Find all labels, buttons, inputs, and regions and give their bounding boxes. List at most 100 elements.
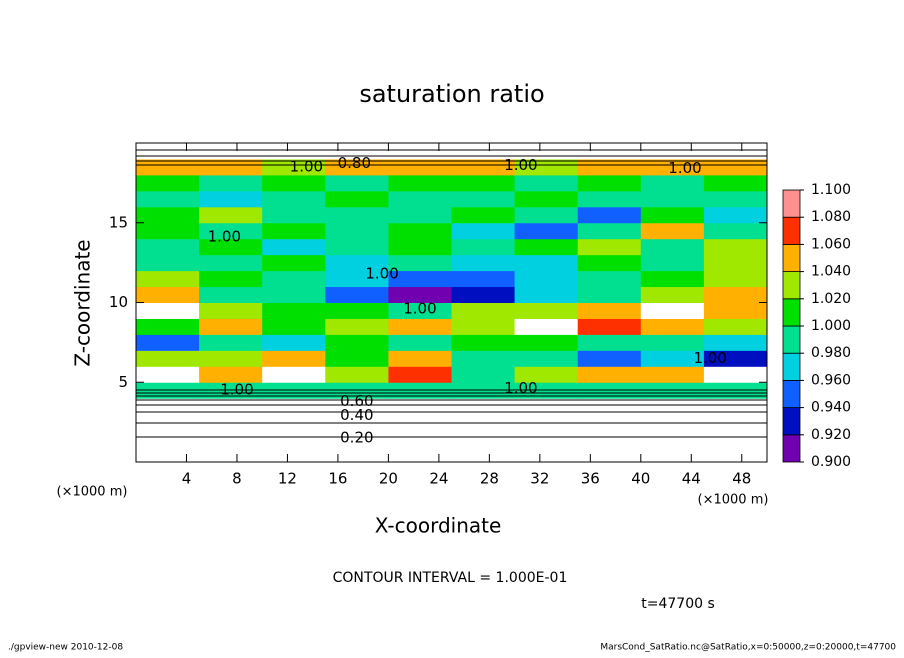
field-cell bbox=[514, 398, 579, 415]
field-cell bbox=[262, 414, 326, 431]
field-cell bbox=[388, 286, 452, 303]
field-cell bbox=[388, 206, 452, 224]
field-cell bbox=[514, 446, 579, 463]
field-cell bbox=[136, 286, 200, 303]
colorbar-box bbox=[782, 216, 801, 245]
colorbar-label: 0.940 bbox=[811, 400, 851, 416]
field-cell bbox=[199, 446, 263, 463]
field-cell bbox=[199, 414, 263, 431]
field-cell bbox=[136, 222, 200, 240]
field-cell bbox=[514, 238, 579, 256]
field-cell bbox=[514, 158, 579, 176]
field-cell bbox=[136, 302, 200, 319]
field-cell bbox=[703, 206, 768, 224]
field-cell bbox=[262, 238, 326, 256]
colorbar-box bbox=[782, 243, 801, 272]
field-cell bbox=[388, 398, 452, 415]
field-cell bbox=[451, 254, 516, 272]
field-cell bbox=[640, 143, 705, 160]
field-cell bbox=[325, 430, 389, 447]
field-cell bbox=[325, 446, 389, 463]
field-cell bbox=[388, 190, 452, 208]
field-cell bbox=[640, 158, 705, 176]
contour-label: 1.00 bbox=[504, 156, 537, 174]
field-cell bbox=[451, 238, 516, 256]
field-cell bbox=[640, 350, 705, 367]
field-cell bbox=[640, 366, 705, 383]
colorbar-label: 0.980 bbox=[811, 345, 851, 361]
field-cell bbox=[262, 222, 326, 240]
field-cell bbox=[262, 350, 326, 367]
x-tick-label: 40 bbox=[631, 470, 650, 488]
field-cell bbox=[388, 414, 452, 431]
field-cell bbox=[703, 158, 768, 176]
field-cell bbox=[199, 398, 263, 415]
field-cell bbox=[388, 270, 452, 288]
field-cell bbox=[640, 206, 705, 224]
field-cell bbox=[451, 398, 516, 415]
field-cell bbox=[325, 143, 389, 160]
field-cell bbox=[325, 158, 389, 176]
field-cell bbox=[514, 190, 579, 208]
field-cell bbox=[451, 302, 516, 319]
x-tick-label: 24 bbox=[429, 470, 448, 488]
field-cell bbox=[388, 366, 452, 383]
field-cell bbox=[577, 366, 642, 383]
field-cell bbox=[136, 318, 200, 335]
field-cell bbox=[640, 286, 705, 303]
time-label: t=47700 s bbox=[641, 596, 715, 612]
field-cell bbox=[577, 302, 642, 319]
field-cell bbox=[451, 158, 516, 176]
field-cell bbox=[640, 430, 705, 447]
field-cell bbox=[703, 318, 768, 335]
field-cell bbox=[703, 398, 768, 415]
field-cell bbox=[262, 398, 326, 415]
x-tick-label: 48 bbox=[732, 470, 751, 488]
field-cell bbox=[703, 366, 768, 383]
field-cell bbox=[199, 270, 263, 288]
field-cell bbox=[262, 302, 326, 319]
field-cell bbox=[514, 206, 579, 224]
field-cell bbox=[703, 302, 768, 319]
field-cell bbox=[640, 222, 705, 240]
field-cell bbox=[262, 270, 326, 288]
field-cell bbox=[262, 143, 326, 160]
field-cell bbox=[514, 430, 579, 447]
y-axis-label: Z-coordinate bbox=[71, 239, 95, 366]
field-cell bbox=[703, 190, 768, 208]
field-cell bbox=[514, 334, 579, 351]
field-cell bbox=[136, 398, 200, 415]
field-cell bbox=[703, 334, 768, 351]
colorbar-label: 1.000 bbox=[811, 318, 851, 334]
field-cell bbox=[199, 254, 263, 272]
colorbar-box bbox=[782, 298, 801, 327]
field-cell bbox=[325, 254, 389, 272]
field-cell bbox=[577, 350, 642, 367]
field-cell bbox=[262, 318, 326, 335]
field-cell bbox=[514, 366, 579, 383]
field-cell bbox=[388, 222, 452, 240]
field-cell bbox=[325, 366, 389, 383]
colorbar-box bbox=[782, 189, 801, 218]
field-cell bbox=[199, 174, 263, 192]
x-tick-label: 20 bbox=[379, 470, 398, 488]
field-cell bbox=[577, 270, 642, 288]
colorbar-box bbox=[782, 352, 801, 381]
field-cell bbox=[325, 414, 389, 431]
field-cell bbox=[199, 143, 263, 160]
colorbar-label: 0.960 bbox=[811, 372, 851, 388]
field-cell bbox=[640, 414, 705, 431]
colorbar-label: 1.100 bbox=[811, 182, 851, 198]
contour-interval: CONTOUR INTERVAL = 1.000E-01 bbox=[333, 570, 568, 586]
footer-left: ./gpview-new 2010-12-08 bbox=[8, 643, 123, 653]
field-cell bbox=[703, 446, 768, 463]
colorbar-label: 0.920 bbox=[811, 427, 851, 443]
field-cell bbox=[640, 334, 705, 351]
field-cell bbox=[388, 174, 452, 192]
field-cell bbox=[325, 238, 389, 256]
field-cell bbox=[199, 366, 263, 383]
field-cell bbox=[451, 318, 516, 335]
x-tick-label: 44 bbox=[682, 470, 701, 488]
field-cell bbox=[451, 334, 516, 351]
